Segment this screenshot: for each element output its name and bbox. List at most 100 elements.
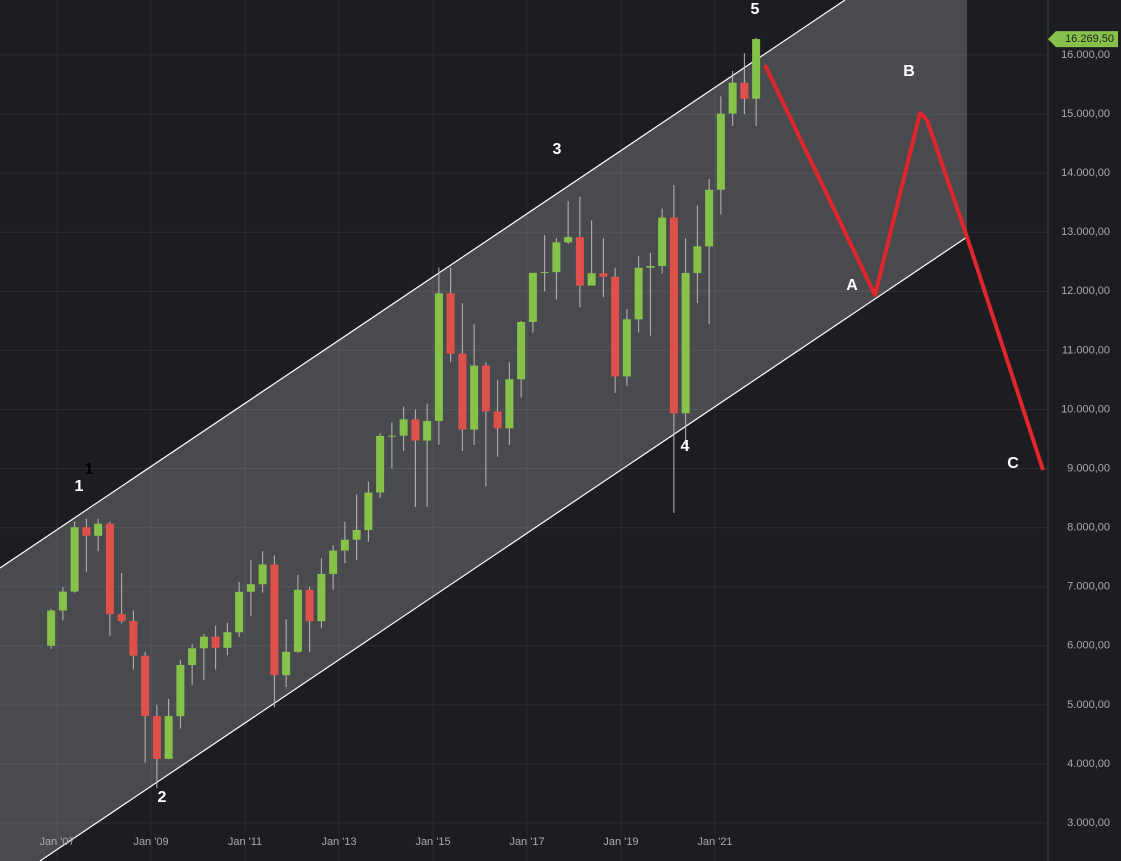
candle-body: [235, 591, 244, 633]
candle-body: [740, 82, 749, 99]
y-tick-label: 9.000,00: [1067, 462, 1110, 474]
candle-body: [517, 321, 526, 380]
candle-body: [493, 411, 502, 429]
candle-body: [693, 246, 702, 273]
x-tick-label: Jan '11: [228, 836, 262, 848]
x-tick-label: Jan '21: [697, 836, 732, 848]
candle-body: [458, 353, 467, 430]
candle-body: [141, 655, 150, 717]
wave-label: B: [903, 63, 915, 80]
candle-body: [152, 716, 161, 759]
candle-body: [434, 293, 443, 421]
price-tag-label: 16.269,50: [1065, 33, 1114, 45]
candle-body: [47, 610, 56, 646]
candle-body: [611, 276, 620, 377]
wave-label: 4: [681, 438, 690, 455]
channel-upper: [0, 0, 846, 569]
candle-body: [117, 614, 126, 622]
x-tick-label: Jan '13: [321, 836, 356, 848]
candle-body: [716, 113, 725, 190]
candle-body: [587, 273, 596, 286]
candle-body: [94, 523, 103, 536]
x-tick-label: Jan '17: [509, 836, 544, 848]
y-tick-label: 15.000,00: [1061, 108, 1110, 120]
candle-body: [575, 237, 584, 286]
candle-body: [705, 189, 714, 247]
wave-label: A: [846, 277, 858, 294]
candle-body: [211, 636, 220, 648]
y-tick-label: 13.000,00: [1061, 226, 1110, 238]
candle-body: [70, 527, 79, 592]
candle-body: [411, 419, 420, 441]
candle-body: [199, 636, 208, 649]
candle-body: [352, 530, 361, 540]
y-tick-label: 10.000,00: [1061, 403, 1110, 415]
y-tick-label: 12.000,00: [1061, 285, 1110, 297]
candle-body: [552, 242, 561, 273]
wave-label: 1: [85, 461, 94, 478]
candle-body: [423, 420, 432, 441]
candles: [47, 37, 761, 789]
x-tick-label: Jan '19: [603, 836, 638, 848]
candle-body: [599, 273, 608, 277]
candle-body: [223, 632, 232, 648]
y-tick-label: 6.000,00: [1067, 640, 1110, 652]
wave-label: 5: [751, 1, 760, 18]
candle-body: [188, 648, 197, 665]
candle-body: [246, 584, 255, 592]
candle-body: [58, 591, 67, 611]
labels: 3.000,00 4.000,00 5.000,00 6.000,00 7.000,00…: [39, 1, 1118, 848]
candle-body: [105, 523, 114, 615]
candle-body: [658, 217, 667, 267]
candle-body: [634, 267, 643, 320]
candle-body: [364, 492, 373, 531]
candle-body: [258, 564, 267, 585]
candle-body: [728, 82, 737, 114]
x-tick-label: Jan '15: [415, 836, 450, 848]
candle-body: [305, 589, 314, 622]
candle-body: [528, 272, 537, 322]
candle-body: [540, 272, 549, 274]
x-tick-label: Jan '07: [39, 836, 74, 848]
candle-body: [564, 237, 573, 243]
candle-body: [646, 266, 655, 268]
y-tick-label: 16.000,00: [1061, 49, 1110, 61]
candle-body: [270, 564, 279, 676]
candle-body: [376, 435, 385, 493]
price-tag: [1048, 31, 1118, 48]
y-tick-label: 11.000,00: [1062, 344, 1110, 356]
candle-body: [129, 621, 138, 656]
candle-body: [293, 589, 302, 652]
candle-body: [282, 651, 291, 676]
channel-lower: [39, 236, 968, 861]
candle-body: [446, 293, 455, 354]
candle-body: [387, 435, 396, 437]
y-tick-label: 3.000,00: [1067, 817, 1110, 829]
candle-body: [399, 419, 408, 436]
wave-label: 1: [75, 478, 84, 495]
y-tick-label: 8.000,00: [1067, 522, 1110, 534]
candle-body: [669, 217, 678, 414]
candle-body: [340, 539, 349, 551]
y-tick-label: 7.000,00: [1067, 581, 1110, 593]
candle-body: [317, 573, 326, 622]
candle-body: [752, 39, 761, 99]
wave-label: 3: [553, 141, 562, 158]
x-tick-label: Jan '09: [133, 836, 168, 848]
wave-label: 2: [158, 789, 167, 806]
candle-body: [681, 272, 690, 414]
candle-body: [505, 379, 514, 429]
y-tick-label: 14.000,00: [1061, 167, 1110, 179]
candle-body: [481, 365, 490, 412]
channel-fill: [0, 0, 967, 861]
candle-body: [622, 319, 631, 377]
y-tick-label: 5.000,00: [1067, 699, 1110, 711]
projection-path: [763, 64, 1045, 471]
candle-body: [176, 664, 185, 717]
candle-body: [82, 527, 91, 536]
candle-body: [164, 716, 173, 759]
candle-body: [470, 365, 479, 430]
grid: [0, 0, 1048, 861]
